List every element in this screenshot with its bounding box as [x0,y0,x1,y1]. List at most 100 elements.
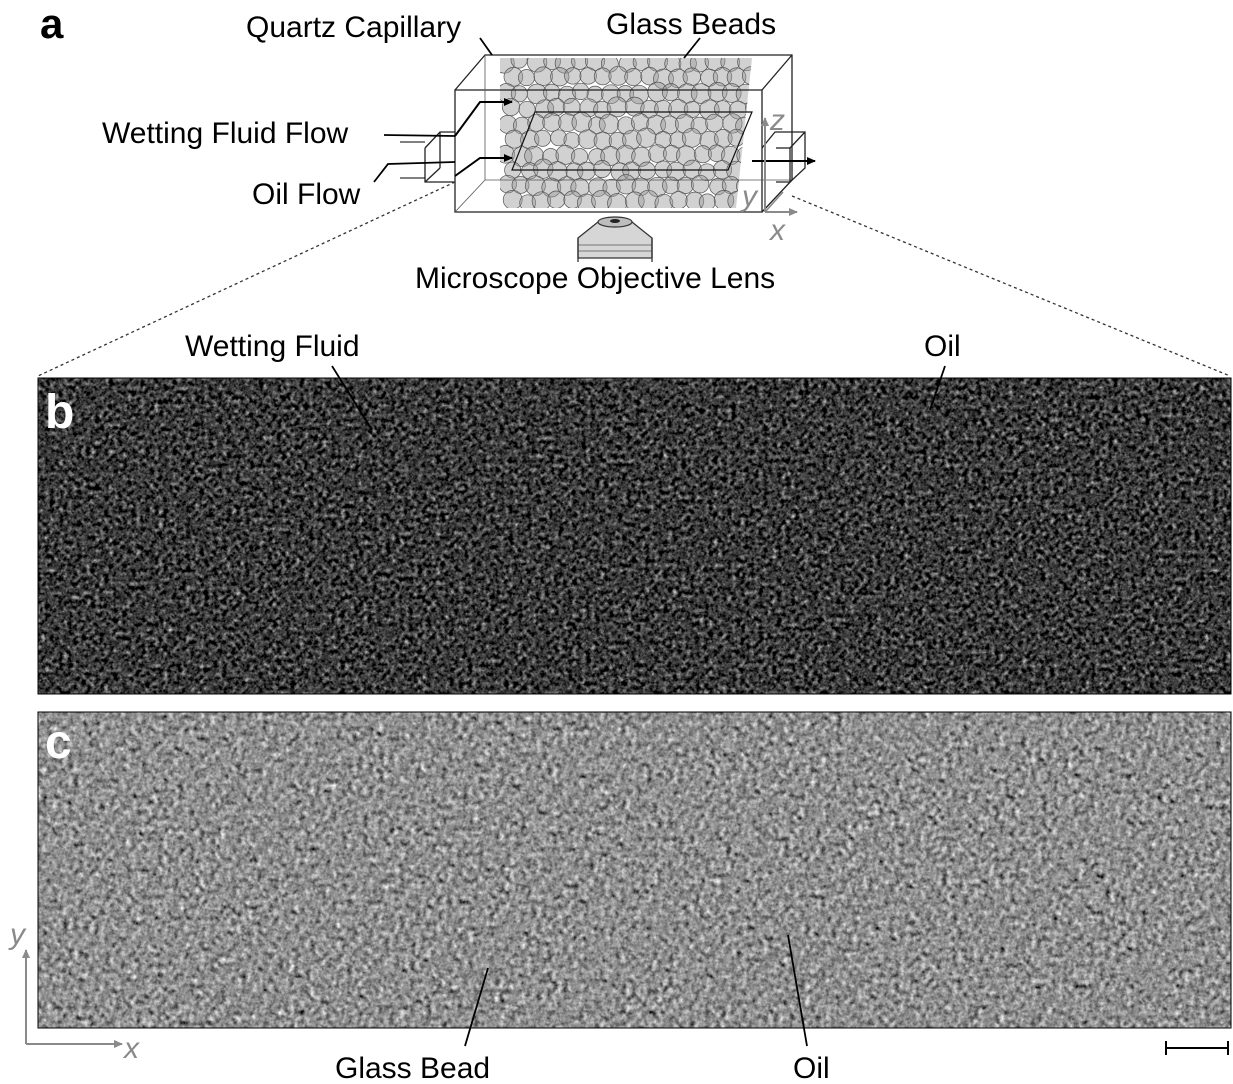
glass-bead [577,129,598,150]
glass-bead [519,194,537,208]
glass-bead [632,58,651,71]
panel-a-letter: a [40,0,64,47]
glass-bead [564,67,582,85]
oil-inlet-arrow [454,154,513,177]
panel-b-leaders [331,365,946,431]
glass-bead [518,100,536,118]
panel-c-leaders [464,934,808,1047]
glass-bead [598,113,620,135]
glass-bead [562,98,581,116]
glass-bead [617,116,635,135]
glass-bead [636,127,657,148]
glass-bead [533,66,553,86]
glass-bead [543,58,561,71]
label-leader-lines [373,37,701,183]
glass-bead [654,99,672,118]
glass-bead [616,174,637,195]
glass-bead [662,176,680,195]
glass-bead [681,127,702,148]
glass-bead [654,193,674,208]
panel-c: c Glass Bead Oil y x [8,711,1232,1084]
glass-bead [727,128,746,147]
quartz-capillary-box [424,54,806,213]
glass-bead [735,83,752,104]
glass-bead [534,129,552,147]
glass-bead [542,112,562,132]
glass-bead [500,115,518,134]
panel-c-letter: c [45,716,72,769]
capillary-schematic: z y x Quartz Capillary Glass Beads Wetti… [102,8,816,295]
glass-bead [550,129,567,147]
glass-bead [577,161,596,181]
glass-bead [501,97,521,117]
glass-bead [625,191,645,208]
glass-bead [690,83,712,104]
glass-bead [666,161,686,182]
glass-bead [525,175,546,197]
glass-bead [502,189,523,208]
glass-bead [640,67,659,86]
glass-bead [668,99,689,120]
glass-bead [699,99,720,120]
glass-bead [541,177,562,198]
scale-bar [1165,1041,1229,1055]
wetting-fluid-inlet-arrow [454,98,513,137]
glass-bead [631,146,652,167]
glass-bead [654,131,672,149]
glass-bead [624,68,643,87]
glass-bead [742,162,752,181]
glass-bead [638,189,659,208]
glass-bead [585,58,606,71]
glass-bead [676,145,697,166]
objective-lens-label: Microscope Objective Lens [415,262,775,295]
glass-bead [741,66,752,85]
glass-beads-packing [500,58,752,208]
glass-bead [576,193,596,208]
glass-bead [624,96,645,117]
glass-bead [669,191,688,208]
glass-bead [707,82,728,102]
glass-bead [661,83,680,102]
glass-bead [547,161,568,182]
oil-label-c: Oil [793,1052,830,1084]
x-axis-label-c: x [122,1032,140,1065]
glass-bead [682,159,702,179]
glass-bead [579,67,597,85]
glass-bead [518,69,535,87]
glass-bead [511,176,530,194]
y-axis-label: y [740,180,759,213]
glass-bead [608,65,629,86]
glass-bead [712,67,733,87]
glass-bead [682,67,701,86]
glass-bead [547,190,566,208]
glass-bead [660,115,679,135]
panel-b: Wetting Fluid Oil b [37,330,1232,695]
glass-bead [504,129,524,149]
glass-bead [593,67,612,86]
glass-bead [547,98,566,116]
glass-bead [664,58,682,73]
z-axis-label: z [769,104,785,137]
panel-a: a [37,0,1231,377]
glass-bead [714,129,733,148]
glass-bead [572,82,590,100]
glass-bead [606,96,628,118]
glass-bead [500,145,515,164]
glass-bead [705,113,724,133]
glass-bead [714,100,732,118]
wetting-fluid-label: Wetting Fluid [185,330,360,363]
glass-bead [593,160,612,178]
glass-bead [676,176,694,194]
glass-bead [510,58,528,69]
glass-bead [693,145,712,164]
glass-bead [571,58,589,70]
wetting-fluid-flow-label: Wetting Fluid Flow [102,117,349,150]
glass-bead [555,145,576,165]
glass-bead [690,174,710,194]
zoom-guides [37,181,1231,377]
glass-bead [745,98,752,117]
panel-b-letter: b [45,386,74,439]
glass-bead [531,191,552,208]
glass-bead [558,113,577,133]
glass-bead [550,67,570,87]
